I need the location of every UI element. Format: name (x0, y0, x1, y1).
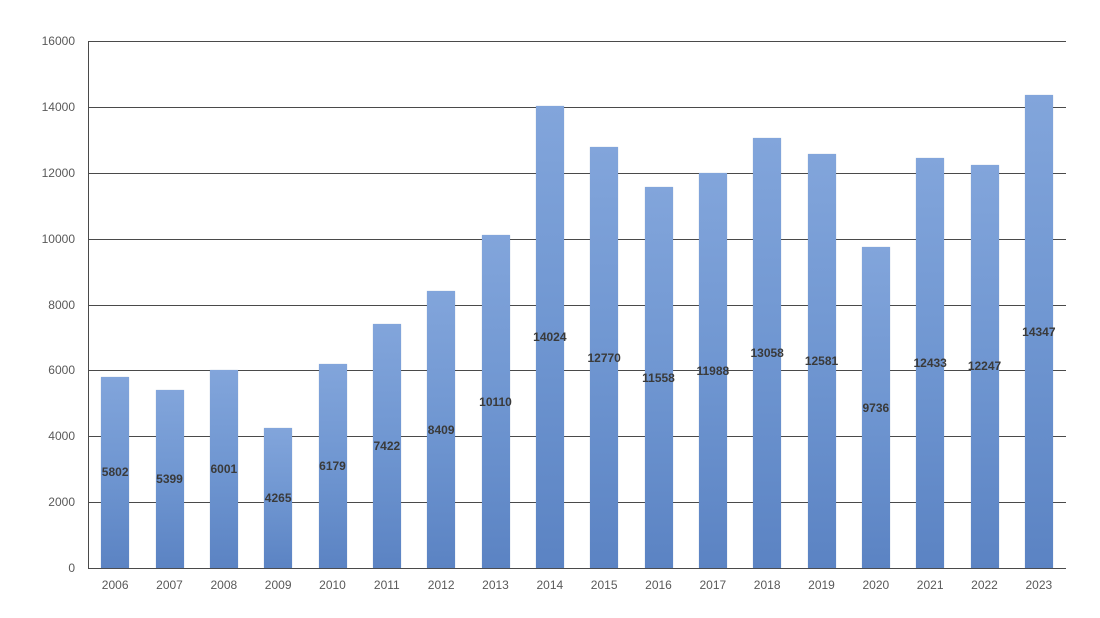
x-tick-label: 2016 (645, 578, 672, 592)
x-tick-label: 2012 (427, 578, 455, 592)
gridline (88, 502, 1066, 503)
gridline (88, 436, 1066, 437)
gridline (88, 305, 1066, 306)
x-tick-label: 2013 (482, 578, 509, 592)
bar-value-label: 6179 (319, 459, 346, 474)
gridline (88, 568, 1066, 569)
bar (372, 323, 401, 568)
bar (698, 173, 727, 568)
bar (590, 147, 619, 568)
gridline (88, 41, 1066, 42)
bar (861, 247, 890, 568)
bar (535, 106, 564, 568)
x-tick-label: 2017 (699, 578, 727, 592)
y-tick-label: 8000 (48, 297, 75, 312)
bar-value-label: 5802 (101, 465, 129, 480)
bar (916, 158, 945, 568)
bar-value-label: 12247 (967, 359, 1002, 374)
bar-value-label: 14024 (533, 330, 567, 345)
y-tick-label: 10000 (41, 231, 75, 246)
x-tick-label: 2010 (319, 578, 346, 592)
bar-value-label: 7422 (373, 438, 401, 453)
bar-value-label: 10110 (479, 394, 512, 409)
bar (209, 370, 238, 568)
bar-value-label: 8409 (427, 422, 455, 437)
bar (644, 187, 673, 568)
bar (1024, 95, 1053, 568)
bar (970, 164, 999, 568)
bar-value-label: 4265 (264, 490, 292, 505)
x-tick-label: 2022 (971, 578, 998, 592)
y-tick-label: 2000 (48, 495, 75, 510)
bar (427, 291, 456, 568)
x-tick-label: 2018 (753, 578, 781, 592)
bar-value-label: 11558 (642, 370, 675, 385)
bar-value-label: 9736 (862, 400, 890, 415)
bar (101, 376, 130, 568)
x-tick-label: 2011 (373, 578, 400, 592)
bar-value-label: 5399 (156, 472, 183, 487)
gridline (88, 370, 1066, 371)
bar-value-label: 12581 (804, 353, 839, 368)
y-tick-label: 14000 (41, 99, 75, 114)
gridline (88, 239, 1066, 240)
bar (481, 235, 510, 568)
bar-value-label: 6001 (210, 462, 238, 477)
bar-value-label: 12770 (587, 350, 621, 365)
bar (753, 137, 782, 568)
y-axis-line (88, 41, 89, 568)
y-tick-label: 12000 (41, 165, 75, 180)
x-tick-label: 2014 (536, 578, 564, 592)
bar (318, 364, 347, 568)
x-tick-label: 2023 (1025, 578, 1053, 592)
bar-value-label: 11988 (696, 363, 730, 378)
bar (155, 390, 184, 568)
bar (807, 153, 836, 568)
x-tick-label: 2021 (916, 578, 944, 592)
y-tick-label: 0 (68, 561, 75, 575)
bar-value-label: 13058 (750, 345, 784, 360)
gridline (88, 173, 1066, 174)
y-tick-label: 4000 (48, 429, 75, 444)
x-tick-label: 2006 (101, 578, 129, 592)
y-tick-label: 6000 (48, 363, 75, 378)
x-tick-label: 2007 (156, 578, 183, 592)
bar-value-label: 14347 (1022, 324, 1056, 339)
x-tick-label: 2015 (590, 578, 618, 592)
x-tick-label: 2008 (210, 578, 238, 592)
y-tick-label: 16000 (41, 34, 75, 48)
bar-value-label: 12433 (913, 356, 947, 371)
x-tick-label: 2020 (862, 578, 890, 592)
gridline (88, 107, 1066, 108)
x-tick-label: 2009 (264, 578, 292, 592)
bar (264, 427, 293, 568)
x-tick-label: 2019 (808, 578, 835, 592)
